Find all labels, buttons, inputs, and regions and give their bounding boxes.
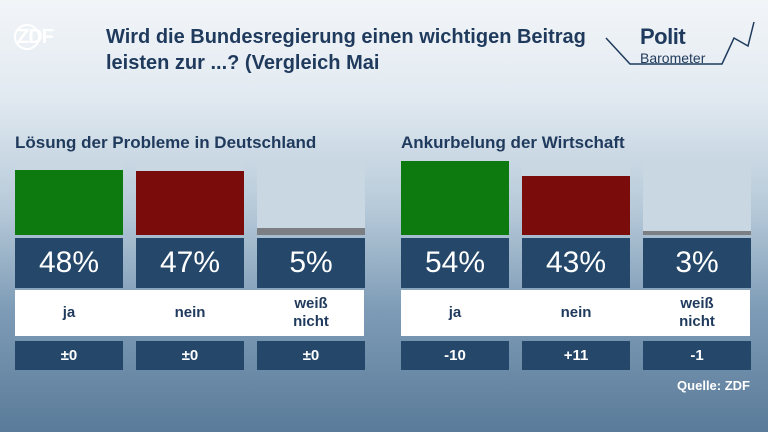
bar-bg-p2-ja xyxy=(401,160,509,235)
label-strip-left xyxy=(15,290,364,336)
value-p1-nein: 47% xyxy=(136,238,244,288)
politbarometer-logo-icon xyxy=(605,21,755,65)
zdf-logo-icon xyxy=(14,24,40,50)
page-title: Wird die Bundesregierung einen wichtigen… xyxy=(106,26,586,74)
change-p2-nein: +11 xyxy=(522,341,630,370)
change-p1-nein: ±0 xyxy=(136,341,244,370)
bar-bg-p1-nein xyxy=(136,160,244,235)
bar-p1-weiss-nicht xyxy=(257,228,365,235)
change-p1-weiss-nicht: ±0 xyxy=(257,341,365,370)
change-p1-ja: ±0 xyxy=(15,341,123,370)
category-p2-nein: nein xyxy=(560,304,592,321)
bar-bg-p2-nein xyxy=(522,160,630,235)
bar-bg-p2-weiss xyxy=(643,160,751,235)
value-p1-weiss-nicht: 5% xyxy=(257,238,365,288)
value-p1-ja: 48% xyxy=(15,238,123,288)
bar-p1-nein xyxy=(136,171,244,235)
category-p2-weiss-nicht: weiß nicht xyxy=(679,295,715,330)
panel-title-probleme: Lösung der Probleme in Deutschland xyxy=(15,133,317,152)
category-p1-weiss-nicht: weiß nicht xyxy=(293,295,329,330)
change-p2-ja: -10 xyxy=(401,341,509,370)
brand-polit: Polit xyxy=(640,24,686,49)
bar-bg-p1-weiss xyxy=(257,160,365,235)
value-p2-ja: 54% xyxy=(401,238,509,288)
value-p2-nein: 43% xyxy=(522,238,630,288)
zdf-logo-text: ZDF xyxy=(17,26,54,48)
label-strip-right xyxy=(401,290,750,336)
bar-p1-ja xyxy=(15,170,123,235)
value-p2-weiss-nicht: 3% xyxy=(643,238,751,288)
panel-title-wirtschaft: Ankurbelung der Wirtschaft xyxy=(401,133,625,152)
bar-p2-weiss-nicht xyxy=(643,231,751,235)
brand-barometer: Barometer xyxy=(640,50,706,66)
category-p2-ja: ja xyxy=(448,304,462,321)
source-note: Quelle: ZDF xyxy=(677,378,750,393)
bar-p2-ja xyxy=(401,161,509,235)
bar-bg-p1-ja xyxy=(15,160,123,235)
change-p2-weiss-nicht: -1 xyxy=(643,341,751,370)
category-p1-nein: nein xyxy=(174,304,206,321)
category-p1-ja: ja xyxy=(62,304,76,321)
bar-p2-nein xyxy=(522,176,630,235)
